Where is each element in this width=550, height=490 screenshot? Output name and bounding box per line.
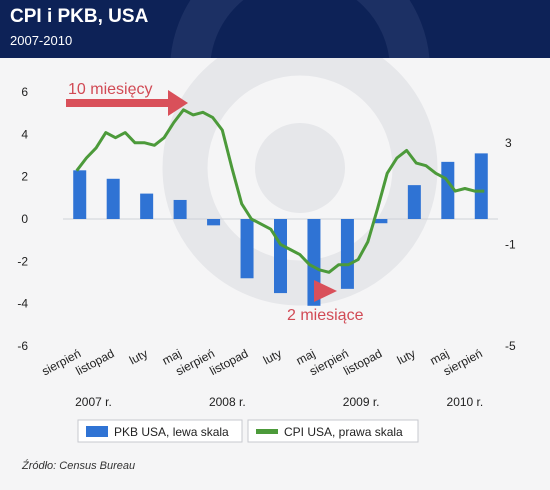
pkb-bar bbox=[207, 219, 221, 226]
legend-box-bars bbox=[77, 419, 243, 443]
chart-header: CPI i PKB, USA 2007-2010 bbox=[0, 0, 550, 58]
pkb-bar bbox=[474, 153, 488, 219]
year-label: 2007 r. bbox=[75, 395, 112, 409]
left-tick-label: -4 bbox=[17, 297, 28, 311]
year-label: 2009 r. bbox=[343, 395, 380, 409]
x-tick-label: listopad bbox=[73, 346, 116, 378]
plot-area: -6 -4 -2 0 2 4 6 -5 -1 3 sierpień listopad luty maj… bbox=[0, 58, 550, 490]
pkb-bar bbox=[240, 219, 254, 279]
legend-label-bars: PKB USA, lewa skala bbox=[114, 425, 229, 439]
legend-swatch-line bbox=[256, 429, 278, 434]
pkb-bar bbox=[441, 161, 455, 219]
right-tick-label: -5 bbox=[505, 339, 516, 353]
year-label: 2008 r. bbox=[209, 395, 246, 409]
legend-label-line: CPI USA, prawa skala bbox=[284, 425, 403, 439]
pkb-bar bbox=[173, 199, 187, 219]
x-tick-label: luty bbox=[127, 346, 150, 367]
annotation-lag-down: 2 miesiące bbox=[287, 307, 364, 324]
annotations: 10 miesięcy 2 miesiące bbox=[66, 81, 364, 324]
pkb-bar bbox=[274, 219, 287, 294]
x-tick-label: luty bbox=[261, 346, 284, 367]
left-tick-label: -6 bbox=[17, 339, 28, 353]
right-tick-label: 3 bbox=[505, 136, 512, 150]
right-tick-label: -1 bbox=[505, 237, 516, 251]
left-axis-ticks: -6 -4 -2 0 2 4 6 bbox=[17, 85, 28, 353]
watermark-logo bbox=[162, 58, 438, 306]
pkb-bar bbox=[73, 170, 87, 219]
pkb-bar bbox=[140, 193, 154, 219]
pkb-bar bbox=[340, 219, 354, 289]
arrow-right-icon bbox=[66, 90, 188, 116]
legend-swatch-bars bbox=[86, 426, 108, 437]
annotation-lag-up: 10 miesięcy bbox=[68, 81, 152, 98]
x-tick-label: luty bbox=[395, 346, 418, 367]
right-axis-ticks: -5 -1 3 bbox=[505, 136, 516, 353]
left-tick-label: 2 bbox=[21, 170, 28, 184]
left-tick-label: -2 bbox=[17, 254, 28, 268]
left-tick-label: 6 bbox=[21, 85, 28, 99]
chart-title: CPI i PKB, USA bbox=[10, 6, 149, 27]
left-tick-label: 0 bbox=[21, 212, 28, 226]
legend: PKB USA, lewa skala CPI USA, prawa skala bbox=[77, 419, 419, 443]
arrow-right-icon bbox=[314, 280, 337, 302]
legend-box-line bbox=[247, 419, 419, 443]
left-tick-label: 4 bbox=[21, 127, 28, 141]
x-tick-label: sierpień bbox=[441, 346, 485, 378]
pkb-bar bbox=[374, 219, 388, 224]
x-tick-label: listopad bbox=[341, 346, 384, 378]
pkb-bar bbox=[106, 178, 120, 219]
cpi-line bbox=[75, 108, 485, 274]
pkb-bar bbox=[407, 185, 421, 219]
year-label: 2010 r. bbox=[447, 395, 484, 409]
year-labels: 2007 r. 2008 r. 2009 r. 2010 r. bbox=[75, 395, 483, 409]
chart-subtitle: 2007-2010 bbox=[10, 33, 73, 48]
source-note: Źródło: Census Bureau bbox=[22, 460, 136, 472]
x-tick-label: listopad bbox=[207, 346, 250, 378]
